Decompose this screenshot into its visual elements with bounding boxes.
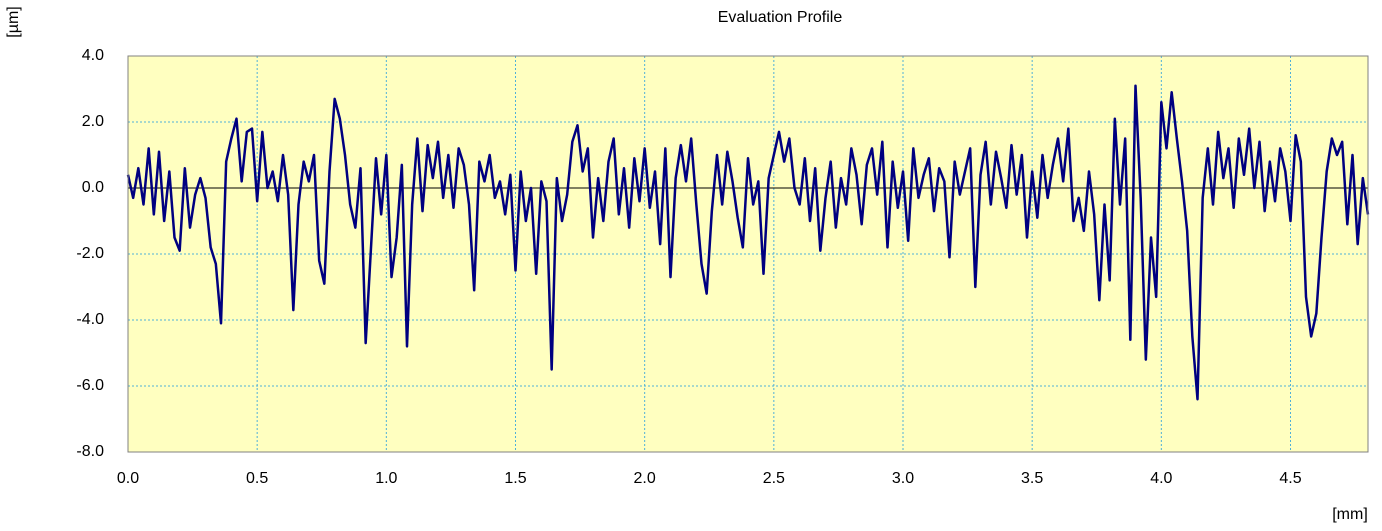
y-tick-label: -2.0 [76, 245, 104, 262]
y-tick-label: 0.0 [82, 179, 104, 196]
x-tick-label: 4.5 [1279, 470, 1301, 487]
y-tick-label: -4.0 [76, 311, 104, 328]
x-tick-label: 4.0 [1150, 470, 1172, 487]
x-axis-label: [mm] [1332, 506, 1368, 523]
x-tick-label: 1.5 [504, 470, 526, 487]
y-tick-label: -8.0 [76, 443, 104, 460]
x-tick-label: 3.5 [1021, 470, 1043, 487]
x-tick-label: 0.5 [246, 470, 268, 487]
chart-title: Evaluation Profile [718, 9, 843, 26]
y-tick-label: 4.0 [82, 47, 104, 64]
x-tick-label: 0.0 [117, 470, 139, 487]
profile-line [126, 84, 1370, 401]
y-axis-label: [µm] [5, 6, 22, 37]
x-tick-label: 2.0 [634, 470, 656, 487]
x-tick-label: 1.0 [375, 470, 397, 487]
x-tick-label: 2.5 [763, 470, 785, 487]
x-tick-label: 3.0 [892, 470, 914, 487]
y-tick-label: -6.0 [76, 377, 104, 394]
plot-border [127, 55, 1369, 453]
y-tick-label: 2.0 [82, 113, 104, 130]
